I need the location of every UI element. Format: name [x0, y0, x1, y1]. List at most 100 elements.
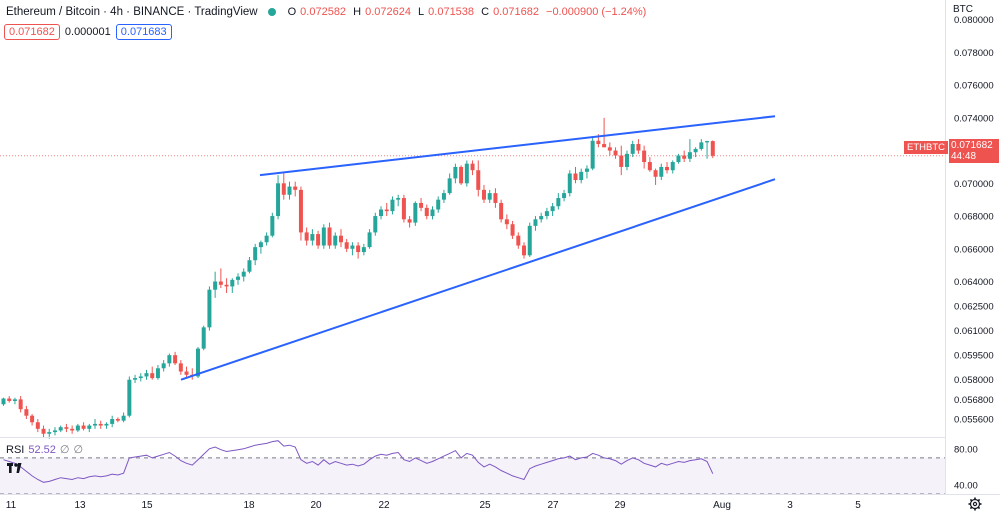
candle-body: [350, 245, 355, 249]
time-tick-label: 20: [310, 500, 322, 511]
candle-body: [436, 199, 441, 210]
candle-body: [127, 379, 132, 416]
candle-body: [121, 415, 126, 421]
trendline-upper[interactable]: [259, 115, 776, 177]
close-value: 0.071682: [493, 6, 539, 18]
chart-legend: Ethereum / Bitcoin · 4h · BINANCE · Trad…: [6, 6, 650, 18]
candle-body: [647, 162, 652, 171]
candle-body: [562, 193, 567, 199]
candle-body: [367, 232, 372, 248]
price-tick-label: 0.055600: [954, 414, 994, 425]
candle-body: [356, 245, 361, 253]
candle-body: [41, 428, 46, 434]
price-tick-label: 0.076000: [954, 81, 994, 92]
candle-body: [539, 216, 544, 220]
open-label: O: [287, 6, 297, 18]
candle-body: [321, 227, 326, 246]
settings-gear-icon[interactable]: [968, 497, 982, 511]
tradingview-logo[interactable]: [7, 463, 22, 473]
price-axis[interactable]: 0.080000 0.078000 0.076000 0.074000 0.070000…: [954, 15, 994, 425]
candle-body: [682, 155, 687, 159]
candle-body: [516, 235, 521, 246]
candle-body: [47, 432, 52, 434]
candle-body: [390, 199, 395, 212]
rsi-line: [3, 440, 714, 483]
candle-body: [247, 260, 252, 272]
rsi-value: 52.52: [28, 444, 56, 456]
candle-body: [590, 140, 595, 169]
candle-body: [504, 219, 509, 225]
buy-price-button[interactable]: 0.071683: [115, 24, 172, 40]
candle-body: [579, 171, 584, 181]
candle-body: [447, 178, 452, 194]
candle-body: [70, 428, 75, 431]
candle-body: [241, 271, 246, 277]
candle-body: [258, 242, 263, 248]
price-tick-label: 0.061000: [954, 326, 994, 337]
price-tick-label: 0.059500: [954, 351, 994, 362]
candle-body: [613, 150, 618, 156]
candle-body: [636, 144, 641, 151]
trendlines[interactable]: [180, 115, 776, 381]
candle-body: [544, 211, 549, 217]
candle-body: [161, 363, 166, 369]
candle-body: [167, 355, 172, 364]
candle-body: [218, 281, 223, 285]
currency-label[interactable]: BTC: [953, 4, 973, 15]
candle-body: [333, 235, 338, 246]
close-label: C: [481, 6, 490, 18]
time-axis[interactable]: 11 13 15 18 20 22 25 27 29 Aug 3 5: [6, 500, 861, 511]
price-tick-label: 0.078000: [954, 48, 994, 59]
time-tick-label: 5: [855, 500, 861, 511]
high-value: 0.072624: [365, 6, 411, 18]
candle-body: [424, 207, 429, 217]
candle-body: [138, 376, 143, 379]
time-tick-label: 11: [6, 500, 17, 511]
candle-body: [659, 166, 664, 177]
candle-body: [81, 425, 86, 429]
time-tick-label: Aug: [713, 500, 731, 511]
candle-body: [453, 166, 458, 179]
price-tick-label: 0.068000: [954, 212, 994, 223]
low-label: L: [418, 6, 425, 18]
sell-price-button[interactable]: 0.071682: [4, 24, 60, 40]
rsi-axis[interactable]: 80.00 40.00: [954, 444, 978, 491]
price-tick-label: 0.074000: [954, 113, 994, 124]
candle-body: [270, 216, 275, 236]
candle-body: [304, 232, 309, 241]
candlestick-series: [1, 117, 715, 439]
candle-body: [7, 398, 12, 401]
candle-body: [499, 202, 504, 220]
candle-body: [104, 423, 109, 426]
candle-body: [276, 183, 281, 217]
symbol-price-tag: ETHBTC: [904, 141, 948, 154]
symbol-title[interactable]: Ethereum / Bitcoin · 4h · BINANCE · Trad…: [6, 6, 258, 18]
candle-body: [481, 189, 486, 200]
candle-body: [413, 202, 418, 223]
candle-body: [693, 148, 698, 153]
spread-value: 0.000001: [64, 26, 111, 38]
candle-body: [550, 206, 555, 212]
price-tick-label: 0.080000: [954, 15, 994, 26]
candle-body: [619, 155, 624, 167]
candle-body: [327, 227, 332, 246]
price-tick-label: 0.070000: [954, 179, 994, 190]
rsi-legend: RSI 52.52 ∅ ∅: [6, 443, 83, 456]
last-price-tag: 0.071682 44:48: [949, 139, 999, 163]
candle-body: [441, 193, 446, 200]
change-value: −0.000900 (−1.24%): [546, 6, 647, 18]
low-value: 0.071538: [428, 6, 475, 18]
candle-body: [298, 189, 303, 233]
candle-body: [144, 373, 149, 377]
candle-body: [401, 198, 406, 220]
trendline-lower[interactable]: [180, 178, 776, 381]
candle-body: [1, 398, 6, 405]
candle-body: [510, 224, 515, 236]
market-status-dot-icon[interactable]: [267, 8, 276, 16]
candle-body: [230, 279, 235, 287]
rsi-title[interactable]: RSI: [6, 444, 25, 456]
candle-body: [58, 427, 63, 431]
candle-body: [264, 235, 269, 243]
candle-body: [476, 170, 481, 190]
